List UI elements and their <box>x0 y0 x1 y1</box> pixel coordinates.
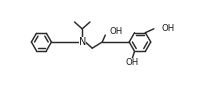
Text: OH: OH <box>162 24 175 33</box>
Text: OH: OH <box>126 58 139 67</box>
Text: OH: OH <box>110 27 123 36</box>
Text: N: N <box>79 37 86 47</box>
